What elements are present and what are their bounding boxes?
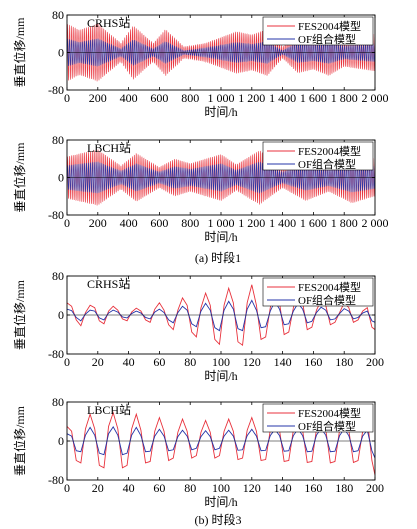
y-axis-label: 垂直位移/mm (12, 279, 27, 350)
x-tick-label: 180 (335, 481, 353, 495)
y-tick-label: 80 (52, 8, 64, 22)
x-tick-label: 600 (150, 91, 168, 105)
legend-box (262, 277, 374, 307)
x-tick-label: 120 (243, 355, 261, 369)
y-tick-label: 80 (52, 395, 64, 409)
x-tick-label: 400 (120, 91, 138, 105)
x-tick-label: 120 (243, 481, 261, 495)
x-tick-label: 800 (181, 91, 199, 105)
y-axis-label: 垂直位移/mm (12, 405, 27, 476)
x-tick-label: 40 (123, 481, 135, 495)
x-tick-label: 0 (64, 216, 70, 230)
x-tick-label: 100 (212, 481, 230, 495)
y-axis-label: 垂直位移/mm (12, 142, 27, 213)
chart-panel-a2: 0 200 400 600 800 1 000 1 200 1 400 1 600 1 800 2 … (12, 133, 389, 244)
x-tick-label: 800 (181, 216, 199, 230)
x-tick-label: 160 (304, 481, 322, 495)
chart-panel-b2: 0 20 40 60 80 100 120 140 160 180 200-80080时间/h垂直位… (12, 395, 384, 509)
x-tick-label: 1 200 (238, 216, 265, 230)
x-tick-label: 2 000 (362, 216, 389, 230)
y-tick-label: 80 (52, 133, 64, 147)
x-tick-label: 1 000 (208, 216, 235, 230)
legend-label: FES2004模型 (298, 19, 361, 33)
station-label: LBCH站 (87, 141, 131, 155)
legend-label: FES2004模型 (298, 144, 361, 158)
chart-panel-a1: 0 200 400 600 800 1 000 1 200 1 400 1 600 1 800 2 … (12, 8, 389, 119)
legend-label: OF组合模型 (298, 32, 356, 46)
x-axis-label: 时间/h (204, 230, 237, 244)
x-tick-label: 200 (89, 91, 107, 105)
legend-label: FES2004模型 (298, 280, 361, 294)
series-line-of (67, 37, 375, 67)
x-tick-label: 20 (92, 481, 104, 495)
x-tick-label: 80 (184, 481, 196, 495)
y-axis-label: 垂直位移/mm (12, 17, 27, 88)
x-tick-label: 0 (64, 91, 70, 105)
station-label: CRHS站 (87, 16, 130, 30)
chart-panel-b1: 0 20 40 60 80 100 120 140 160 180 200-80080时间/h垂直位… (12, 269, 384, 383)
x-axis-label: 时间/h (204, 369, 237, 383)
x-tick-label: 100 (212, 355, 230, 369)
x-tick-label: 1 200 (238, 91, 265, 105)
x-tick-label: 180 (335, 355, 353, 369)
y-tick-label: 0 (58, 46, 64, 60)
caption-a: (a) 时段1 (195, 250, 241, 265)
x-tick-label: 1 000 (208, 91, 235, 105)
y-tick-label: 0 (58, 308, 64, 322)
y-tick-label: -80 (48, 83, 64, 97)
x-tick-label: 400 (120, 216, 138, 230)
x-tick-label: 20 (92, 355, 104, 369)
x-tick-label: 1 800 (331, 216, 358, 230)
x-tick-label: 60 (153, 355, 165, 369)
x-tick-label: 0 (64, 355, 70, 369)
x-axis-label: 时间/h (204, 495, 237, 509)
y-tick-label: -80 (48, 347, 64, 361)
legend-label: OF组合模型 (298, 157, 356, 171)
x-tick-label: 80 (184, 355, 196, 369)
legend-label: OF组合模型 (298, 419, 356, 433)
legend-label: FES2004模型 (298, 406, 361, 420)
y-tick-label: -80 (48, 208, 64, 222)
x-tick-label: 200 (366, 355, 384, 369)
x-tick-label: 0 (64, 481, 70, 495)
caption-b: (b) 时段3 (195, 512, 242, 527)
station-label: CRHS站 (87, 277, 130, 291)
x-tick-label: 140 (274, 355, 292, 369)
x-tick-label: 1 400 (269, 216, 296, 230)
x-tick-label: 1 600 (300, 91, 327, 105)
series-line-of (67, 426, 375, 459)
x-tick-label: 1 400 (269, 91, 296, 105)
y-tick-label: 80 (52, 269, 64, 283)
x-tick-label: 60 (153, 481, 165, 495)
x-tick-label: 200 (366, 481, 384, 495)
station-label: LBCH站 (87, 403, 131, 417)
legend-label: OF组合模型 (298, 293, 356, 307)
x-tick-label: 2 000 (362, 91, 389, 105)
x-tick-label: 140 (274, 481, 292, 495)
y-tick-label: 0 (58, 434, 64, 448)
x-tick-label: 600 (150, 216, 168, 230)
legend-box (262, 16, 374, 46)
x-tick-label: 160 (304, 355, 322, 369)
legend-box (262, 403, 374, 433)
x-axis-label: 时间/h (204, 105, 237, 119)
x-tick-label: 40 (123, 355, 135, 369)
series-line-of (67, 299, 375, 332)
x-tick-label: 1 600 (300, 216, 327, 230)
legend-box (262, 141, 374, 171)
series-line-of (67, 161, 375, 194)
y-tick-label: -80 (48, 473, 64, 487)
x-tick-label: 1 800 (331, 91, 358, 105)
x-tick-label: 200 (89, 216, 107, 230)
y-tick-label: 0 (58, 171, 64, 185)
